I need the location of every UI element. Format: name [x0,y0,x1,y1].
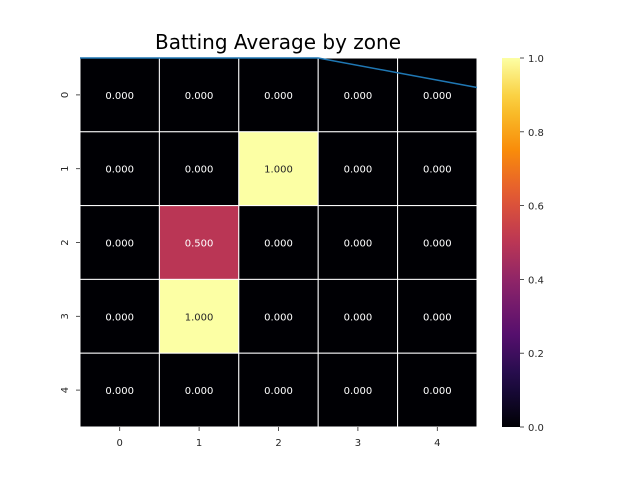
heatmap-cell-r0-c2 [238,57,319,133]
overlay-line [80,57,478,89]
x-axis: 0 1 2 3 4 [117,427,440,449]
colorbar-tick-label-3: 0.6 [528,202,544,213]
heatmap-cell-r3-c4 [397,278,478,354]
cell-value-label-r2-c3: 0.000 [344,239,373,250]
y-tick-label-4: 4 [60,387,71,393]
cell-value-label-r0-c2: 0.000 [264,91,293,102]
overlay-line-layer [80,57,478,89]
colorbar: 0.0 0.2 0.4 0.6 0.8 1.0 [502,54,544,434]
cell-value-label-r1-c1: 0.000 [185,165,214,176]
y-tick-label-1: 1 [60,166,71,172]
cell-value-label-r2-c0: 0.000 [105,239,134,250]
cell-value-label-r3-c3: 0.000 [344,312,373,323]
chart-title: Batting Average by zone [155,30,401,54]
cell-value-label-r4-c2: 0.000 [264,386,293,397]
heatmap-cell-r4-c1 [158,352,240,428]
heatmap-cell-r4-c3 [317,352,399,428]
cell-value-label-r0-c0: 0.000 [105,91,134,102]
heatmap-cell-r3-c2 [238,278,319,354]
y-tick-label-3: 3 [60,313,71,319]
heatmap-cell-r4-c4 [397,352,478,428]
y-tick-label-0: 0 [60,92,71,98]
x-tick-label-0: 0 [117,438,123,449]
colorbar-tick-label-1: 0.2 [528,349,544,360]
cell-value-label-r0-c1: 0.000 [185,91,214,102]
colorbar-tick-label-4: 0.8 [528,128,544,139]
cell-value-label-r1-c4: 0.000 [423,165,452,176]
cell-value-label-r0-c4: 0.000 [423,91,452,102]
heatmap-cell-r3-c0 [79,278,160,354]
colorbar-tick-label-5: 1.0 [528,54,544,65]
heatmap-cell-r1-c1 [158,131,240,207]
heatmap-cell-r4-c2 [238,352,319,428]
heatmap-cell-r4-c0 [79,352,160,428]
x-tick-label-2: 2 [275,438,281,449]
cell-value-label-r1-c0: 0.000 [105,165,134,176]
cell-value-label-r3-c4: 0.000 [423,312,452,323]
heatmap-cell-r1-c3 [317,131,399,207]
x-tick-label-1: 1 [196,438,202,449]
colorbar-gradient [502,58,520,427]
y-tick-label-2: 2 [60,239,71,245]
cell-value-label-r4-c4: 0.000 [423,386,452,397]
cell-value-label-r3-c1: 1.000 [185,312,214,323]
colorbar-tick-label-0: 0.0 [528,423,544,434]
cell-value-label-r1-c2: 1.000 [264,165,293,176]
heatmap-cell-r2-c4 [397,205,478,280]
heatmap-cell-r1-c4 [397,131,478,207]
cell-value-label-r3-c2: 0.000 [264,312,293,323]
cell-value-label-r0-c3: 0.000 [344,91,373,102]
heatmap-cell-r1-c2 [238,131,319,207]
colorbar-tick-label-2: 0.4 [528,275,544,286]
cell-value-label-r4-c1: 0.000 [185,386,214,397]
cell-value-label-r2-c4: 0.000 [423,239,452,250]
cell-value-label-r1-c3: 0.000 [344,165,373,176]
cell-value-label-r4-c3: 0.000 [344,386,373,397]
y-axis: 0 1 2 3 4 [60,92,80,393]
cell-value-label-r2-c2: 0.000 [264,239,293,250]
heatmap-cell-r3-c3 [317,278,399,354]
heatmap-cell-r2-c1 [158,205,240,280]
heatmap: 0.000 0.000 0.000 0.000 0.000 0.000 0.000 1.000… [79,57,478,428]
heatmap-cell-r2-c3 [317,205,399,280]
cell-value-label-r3-c0: 0.000 [105,312,134,323]
cell-value-label-r2-c1: 0.500 [185,239,214,250]
heatmap-cell-r0-c0 [79,57,160,133]
x-tick-label-4: 4 [434,438,440,449]
x-tick-label-3: 3 [355,438,361,449]
cell-value-label-r4-c0: 0.000 [105,386,134,397]
heatmap-cell-r2-c2 [238,205,319,280]
heatmap-cell-r3-c1 [158,278,240,354]
